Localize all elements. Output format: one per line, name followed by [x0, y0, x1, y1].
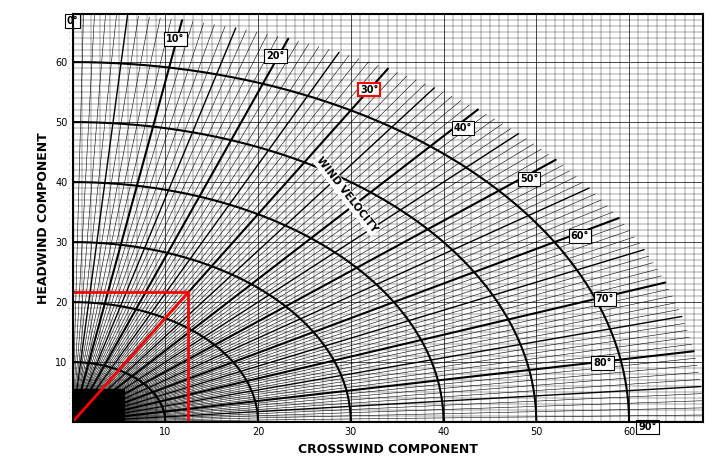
- Text: 10°: 10°: [167, 34, 185, 44]
- X-axis label: CROSSWIND COMPONENT: CROSSWIND COMPONENT: [298, 443, 478, 455]
- Y-axis label: HEADWIND COMPONENT: HEADWIND COMPONENT: [37, 132, 50, 304]
- Text: 70°: 70°: [595, 294, 614, 304]
- Text: 30°: 30°: [360, 84, 378, 95]
- Text: 50°: 50°: [520, 174, 539, 184]
- Text: WIND VELOCITY: WIND VELOCITY: [314, 156, 379, 234]
- Text: 40°: 40°: [454, 123, 473, 133]
- Text: 80°: 80°: [593, 358, 612, 368]
- Text: 20°: 20°: [266, 51, 285, 61]
- Polygon shape: [72, 389, 123, 422]
- Text: 0°: 0°: [67, 16, 78, 26]
- Text: 60°: 60°: [571, 231, 589, 241]
- Text: 90°: 90°: [639, 422, 657, 432]
